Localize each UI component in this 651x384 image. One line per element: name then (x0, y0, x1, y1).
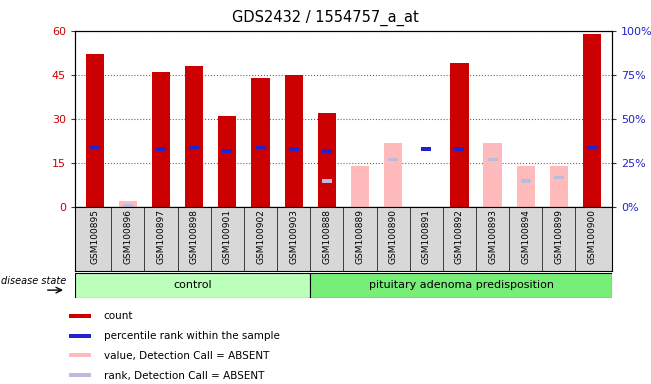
Bar (517, 166, 535, 207)
Text: GSM100900: GSM100900 (588, 209, 596, 264)
Bar (388, 158, 398, 161)
Text: percentile rank within the sample: percentile rank within the sample (104, 331, 279, 341)
Bar (322, 179, 332, 183)
Text: GSM100898: GSM100898 (189, 209, 199, 264)
Bar (288, 147, 299, 151)
Text: GSM100889: GSM100889 (355, 209, 365, 264)
Bar (251, 78, 270, 207)
Bar (450, 63, 469, 207)
Text: pituitary adenoma predisposition: pituitary adenoma predisposition (368, 280, 553, 290)
Bar (521, 179, 531, 183)
Text: GSM100888: GSM100888 (322, 209, 331, 264)
Bar (484, 142, 502, 207)
Bar (69, 353, 91, 358)
Bar (318, 113, 336, 207)
Text: GSM100891: GSM100891 (422, 209, 431, 264)
Text: control: control (173, 280, 212, 290)
Bar (421, 147, 432, 151)
Bar (185, 66, 203, 207)
Bar (118, 202, 137, 207)
Text: GSM100892: GSM100892 (455, 209, 464, 264)
Bar (75, 273, 311, 298)
Text: GSM100901: GSM100901 (223, 209, 232, 264)
Text: GSM100897: GSM100897 (156, 209, 165, 264)
Bar (583, 34, 601, 207)
Bar (189, 146, 199, 149)
Bar (284, 75, 303, 207)
Bar (69, 373, 91, 377)
Text: GSM100894: GSM100894 (521, 209, 531, 264)
Text: count: count (104, 311, 133, 321)
Bar (152, 72, 170, 207)
Bar (69, 314, 91, 318)
Text: disease state: disease state (1, 276, 67, 286)
Text: GSM100890: GSM100890 (389, 209, 398, 264)
Bar (322, 149, 332, 152)
Bar (454, 147, 464, 151)
Text: GSM100903: GSM100903 (289, 209, 298, 264)
Text: GSM100899: GSM100899 (555, 209, 563, 264)
Bar (554, 175, 564, 179)
Bar (384, 142, 402, 207)
Text: value, Detection Call = ABSENT: value, Detection Call = ABSENT (104, 351, 269, 361)
Bar (223, 149, 232, 152)
Bar (123, 204, 133, 207)
Text: GSM100896: GSM100896 (124, 209, 132, 264)
Text: GSM100893: GSM100893 (488, 209, 497, 264)
Bar (218, 116, 236, 207)
Bar (351, 166, 369, 207)
Text: rank, Detection Call = ABSENT: rank, Detection Call = ABSENT (104, 371, 264, 381)
Bar (311, 273, 612, 298)
Bar (587, 146, 597, 149)
Bar (90, 146, 100, 149)
Bar (488, 158, 497, 161)
Bar (156, 147, 166, 151)
Text: GSM100895: GSM100895 (90, 209, 99, 264)
Bar (255, 146, 266, 149)
Text: GSM100902: GSM100902 (256, 209, 265, 264)
Bar (69, 334, 91, 338)
Bar (86, 54, 104, 207)
Bar (550, 166, 568, 207)
Text: GDS2432 / 1554757_a_at: GDS2432 / 1554757_a_at (232, 10, 419, 26)
